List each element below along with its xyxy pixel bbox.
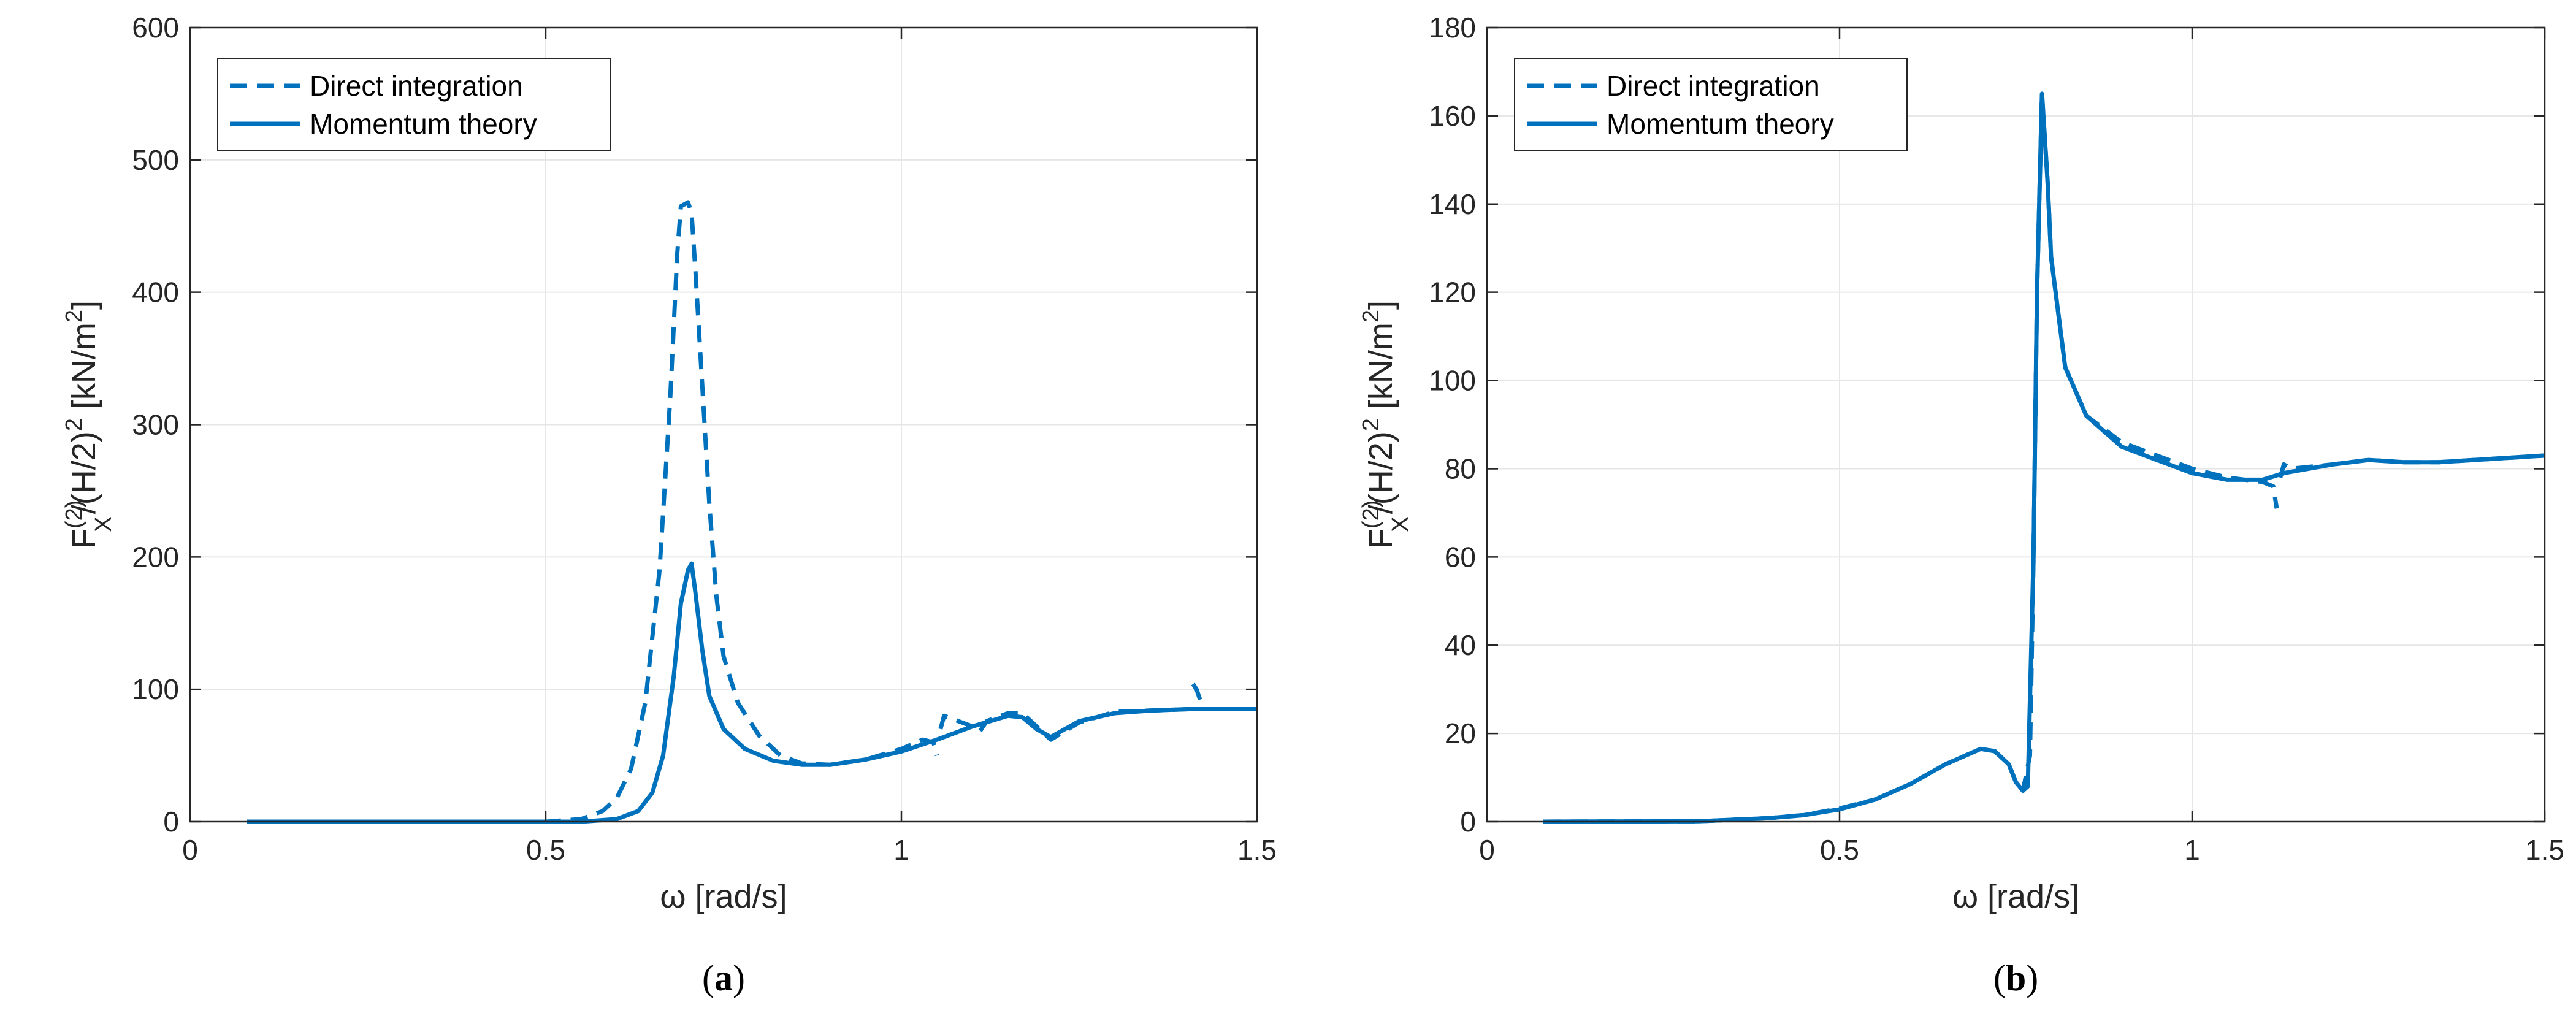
panel-caption-letter: a	[714, 958, 733, 998]
panel-caption-letter: b	[2006, 958, 2026, 998]
series-line-momentum-theory	[1543, 91, 2545, 824]
legend: Direct integration Momentum theory	[1514, 58, 1908, 151]
plot-area	[1487, 28, 2545, 822]
y-axis-label: F(2) X/(H/2)2 [kN/m2]	[61, 300, 117, 549]
y-tick-label: 180	[1429, 12, 1476, 44]
y-tick-label: 80	[1445, 453, 1476, 484]
y-tick-label: 400	[132, 277, 179, 308]
panel-caption-paren: (	[702, 958, 714, 998]
axes-box	[1486, 26, 2546, 823]
legend-label: Momentum theory	[1607, 108, 1834, 140]
x-tick-label: 1.5	[1237, 834, 1277, 866]
y-axis-label-part: F	[1363, 529, 1399, 549]
x-tick-label: 1.5	[2525, 834, 2564, 866]
y-axis-label-part: F	[66, 529, 102, 549]
y-tick-label: 300	[132, 409, 179, 441]
y-axis-label-part: 2	[1358, 310, 1384, 323]
y-axis-label-part: [kN/m	[66, 323, 102, 418]
legend-label: Direct integration	[310, 70, 523, 102]
y-tick-label: 20	[1445, 717, 1476, 749]
x-tick-label: 0	[182, 834, 198, 866]
y-axis-label-part: (2)	[1358, 500, 1384, 529]
panel-caption: (b)	[1993, 958, 2038, 998]
x-tick-label: 1	[893, 834, 909, 866]
legend-label: Direct integration	[1607, 70, 1820, 102]
y-tick-label: 100	[132, 673, 179, 705]
y-tick-label: 40	[1445, 629, 1476, 661]
x-tick-label: 0	[1479, 834, 1495, 866]
series-line-direct-integration	[1191, 682, 1202, 701]
x-axis-label: ω [rad/s]	[1952, 878, 2079, 915]
y-tick-label: 600	[132, 12, 179, 44]
x-axis-label: ω [rad/s]	[660, 878, 787, 915]
y-tick-label: 140	[1429, 188, 1476, 220]
y-axis-label-part: /(H/2)	[1363, 431, 1399, 514]
y-axis-label: F(2) X/(H/2)2 [kN/m2]	[1358, 300, 1413, 549]
x-tick-label: 1	[2184, 834, 2200, 866]
y-axis-label-part: [kN/m	[1363, 323, 1399, 418]
series-line-momentum-theory	[247, 561, 1257, 824]
y-tick-label: 0	[1460, 806, 1476, 838]
chart-panel-a: 0 0.5 1 1.5 0 100 200 300 400 500 600 ω [rad/s] F(2)…	[61, 12, 1277, 998]
y-tick-label: 60	[1445, 541, 1476, 573]
chart-b-svg: 0 0.5 1 1.5 0 20 40 60 80 100 120 140 160 180 ω [rad/s…	[1358, 12, 2564, 998]
y-tick-label: 500	[132, 144, 179, 176]
panel-caption-paren: )	[733, 958, 745, 998]
panel-caption-paren: )	[2026, 958, 2038, 998]
y-axis-label-part: 2	[61, 418, 87, 431]
y-tick-label: 100	[1429, 365, 1476, 397]
panel-caption-paren: (	[1993, 958, 2006, 998]
y-tick-label: 200	[132, 541, 179, 573]
legend: Direct integration Momentum theory	[217, 58, 611, 151]
legend-label: Momentum theory	[310, 108, 537, 140]
y-axis-label-part: /(H/2)	[66, 431, 102, 514]
y-axis-label-part: X	[1388, 516, 1413, 532]
y-axis-label-part: X	[91, 516, 117, 532]
y-tick-label: 0	[163, 806, 179, 838]
x-tick-label: 0.5	[1820, 834, 1859, 866]
panel-caption: (a)	[702, 958, 745, 998]
y-axis-label-part: 2	[61, 310, 87, 323]
chart-panel-b: 0 0.5 1 1.5 0 20 40 60 80 100 120 140 160 180 ω [rad/s…	[1288, 0, 2575, 1013]
y-tick-label: 160	[1429, 100, 1476, 132]
y-axis-label-part: ]	[66, 300, 102, 310]
legend-box	[1514, 58, 1908, 151]
legend-box	[217, 58, 611, 151]
x-tick-label: 0.5	[526, 834, 565, 866]
y-axis-label-part: ]	[1363, 300, 1399, 310]
y-tick-label: 120	[1429, 277, 1476, 308]
y-axis-label-part: 2	[1358, 418, 1384, 431]
y-axis-label-part: (2)	[61, 500, 87, 529]
